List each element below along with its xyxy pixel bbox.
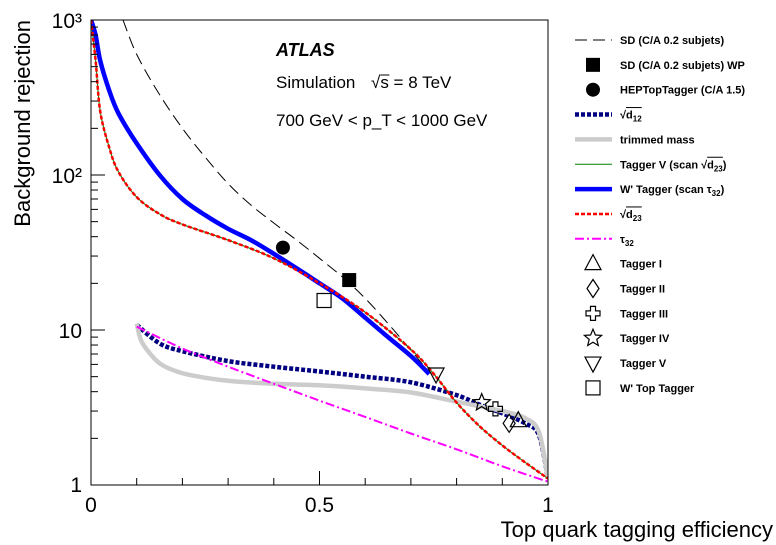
x-tick-label-1: 0.5 [305,494,334,517]
x-tick-label-2: 1 [542,494,554,517]
legend-item-sd-c-a-0-2-subjets-wp: SD (C/A 0.2 subjets) WP [586,57,745,72]
legend-item-tagger-iv: Tagger IV [582,327,670,347]
legend-item-sd-c-a-0-2-subjets: SD (C/A 0.2 subjets) [575,35,724,47]
legend-label: √d12 [620,110,642,124]
legend-marker [584,253,602,271]
legend-item-w-tagger-scan-32: W' Tagger (scan τ32) [575,184,725,198]
legend-marker [585,380,601,396]
marker-heptoptagger-c-a-1-5-2 [275,240,290,255]
legend-label: SD (C/A 0.2 subjets) WP [620,60,745,72]
legend-item-tagger-ii: Tagger II [586,278,665,299]
legend-item-trimmed-mass: trimmed mass [575,134,695,146]
y-tick-label-0: 1 [70,474,82,497]
series-line-sd-c-a-0-2-subjets-0 [122,20,425,368]
legend-label: Tagger V (scan √d23) [620,159,727,173]
y-tick-label-1: 10 [59,320,82,343]
marker-sd-c-a-0-2-subjets-wp-1 [342,273,357,288]
legend-label: trimmed mass [620,134,695,146]
legend-item-heptoptagger-c-a-1-5: HEPTopTagger (C/A 1.5) [586,82,745,97]
pt-range-label: 700 GeV < p_T < 1000 GeV [276,111,488,130]
series-line-trimmed-mass-4 [134,323,548,480]
marker-tagger-iii-11 [487,401,504,417]
marker-tagger-iv-12 [471,392,492,412]
atlas-label: ATLAS [275,40,335,60]
energy-label: √s = 8 TeV [371,73,452,92]
legend-item-w-top-tagger: W' Top Tagger [585,380,695,396]
legend-label: W' Top Tagger [620,383,695,395]
series-line-32-8 [136,325,548,483]
marker-tagger-i-9 [509,410,528,428]
plot-markers [275,240,528,434]
marker-tagger-v-13 [427,367,446,385]
legend-marker [586,57,600,72]
x-tick-label-0: 0 [85,494,97,517]
legend-label: τ32 [620,234,634,248]
y-tick-label-3: 10³ [52,10,82,33]
marker-tagger-ii-10 [502,413,516,434]
legend-item-tagger-i: Tagger I [584,253,662,271]
legend-item-tagger-v: Tagger V [584,356,667,374]
legend-label: Tagger I [620,259,662,271]
y-tick-label-2: 10² [52,165,82,188]
series-line-d12-3 [135,323,548,480]
legend-marker [586,82,600,97]
x-axis-label: Top quark tagging efficiency [501,517,773,542]
legend-label: √d23 [620,209,642,223]
y-axis-label: Background rejection [10,20,35,227]
series-line-w-tagger-scan-32-6 [91,20,431,376]
legend-label: SD (C/A 0.2 subjets) [620,35,724,47]
legend-item-tagger-iii: Tagger III [585,305,668,321]
legend-marker [586,278,600,299]
legend-item-32: τ32 [575,234,634,248]
legend-label: HEPTopTagger (C/A 1.5) [620,85,745,97]
marker-w-top-tagger-14 [316,292,332,309]
simulation-label: Simulation [276,73,355,92]
legend-marker [585,305,601,321]
legend-item-d12: √d12 [575,107,642,124]
legend-item-tagger-v-scan-d23: Tagger V (scan √d23) [575,156,727,173]
legend-label: Tagger III [620,308,668,320]
legend-marker [582,327,604,347]
legend-label: Tagger IV [620,333,670,345]
series-line-d23-7 [91,20,548,480]
legend-marker [584,356,602,374]
legend-label: W' Tagger (scan τ32) [620,184,725,198]
axis-ticks [90,19,549,486]
legend: SD (C/A 0.2 subjets) SD (C/A 0.2 subjets)… [575,35,745,396]
legend-item-d23: √d23 [575,206,642,223]
legend-label: Tagger II [620,284,665,296]
legend-label: Tagger V [620,358,667,370]
